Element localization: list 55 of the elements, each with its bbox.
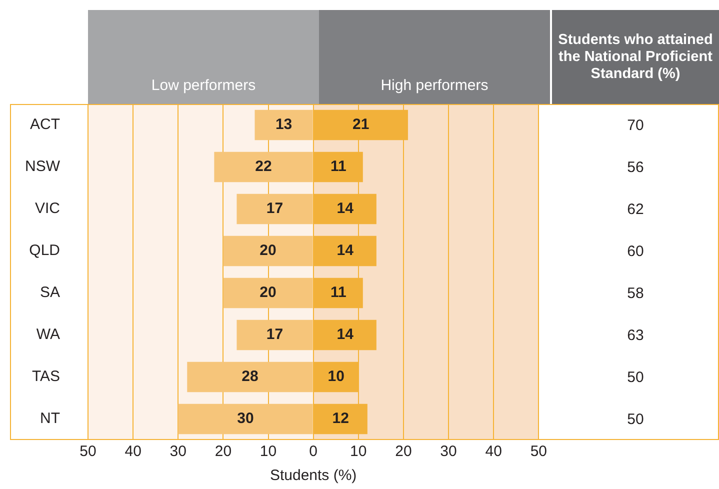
- data-label: 62: [627, 200, 644, 218]
- data-label: 17: [266, 326, 284, 344]
- data-label: 17: [266, 200, 284, 218]
- data-label: 30: [237, 410, 254, 428]
- bar: [214, 152, 313, 182]
- data-label: 10: [328, 368, 344, 386]
- y-tick-label: ACT: [30, 116, 60, 134]
- y-tick-label: VIC: [34, 200, 60, 218]
- x-tick-label: 30: [170, 443, 186, 460]
- data-label: 28: [242, 368, 258, 386]
- x-tick-label: 30: [440, 443, 457, 460]
- bar: [236, 320, 313, 350]
- y-tick-label: SA: [40, 284, 60, 302]
- x-tick-label: 10: [260, 443, 277, 460]
- bar: [236, 194, 313, 224]
- text: Low performers: [151, 77, 256, 94]
- bar: [223, 278, 313, 308]
- x-tick-label: 20: [214, 443, 232, 460]
- data-label: 13: [275, 116, 292, 134]
- x-tick-label: 40: [124, 443, 142, 460]
- x-tick-label: 40: [485, 443, 502, 460]
- data-label: 11: [330, 284, 346, 302]
- data-label: 50: [627, 410, 644, 428]
- bar: [187, 362, 313, 392]
- data-label: 14: [336, 242, 354, 260]
- y-tick-label: WA: [36, 326, 60, 344]
- y-tick-label: NSW: [25, 158, 61, 176]
- data-label: 50: [627, 368, 644, 386]
- data-label: 12: [332, 410, 349, 428]
- data-label: 20: [260, 242, 276, 260]
- x-axis-title: Students (%): [270, 467, 357, 484]
- data-label: 60: [627, 242, 644, 260]
- data-label: 56: [627, 158, 644, 176]
- bar: [178, 404, 313, 434]
- data-label: 63: [627, 326, 644, 344]
- data-label: 20: [260, 284, 276, 302]
- bar: [254, 110, 313, 140]
- x-tick-label: 0: [309, 443, 318, 460]
- x-tick-label: 20: [395, 443, 412, 460]
- text: High performers: [380, 77, 488, 94]
- y-tick-label: QLD: [29, 242, 60, 260]
- data-label: 21: [352, 116, 370, 134]
- x-tick-label: 10: [350, 443, 367, 460]
- x-tick-label: 50: [530, 443, 547, 460]
- bar: [223, 236, 313, 266]
- data-label: 58: [627, 284, 644, 302]
- data-label: 70: [627, 116, 644, 134]
- text: Students who attained the National Proficient Standard (%): [557, 32, 714, 82]
- y-tick-label: NT: [40, 410, 60, 428]
- data-label: 22: [255, 158, 272, 176]
- y-tick-label: TAS: [32, 368, 60, 386]
- data-label: 11: [330, 158, 346, 176]
- x-tick-label: 50: [80, 443, 96, 460]
- data-label: 14: [336, 326, 354, 344]
- data-label: 14: [336, 200, 354, 218]
